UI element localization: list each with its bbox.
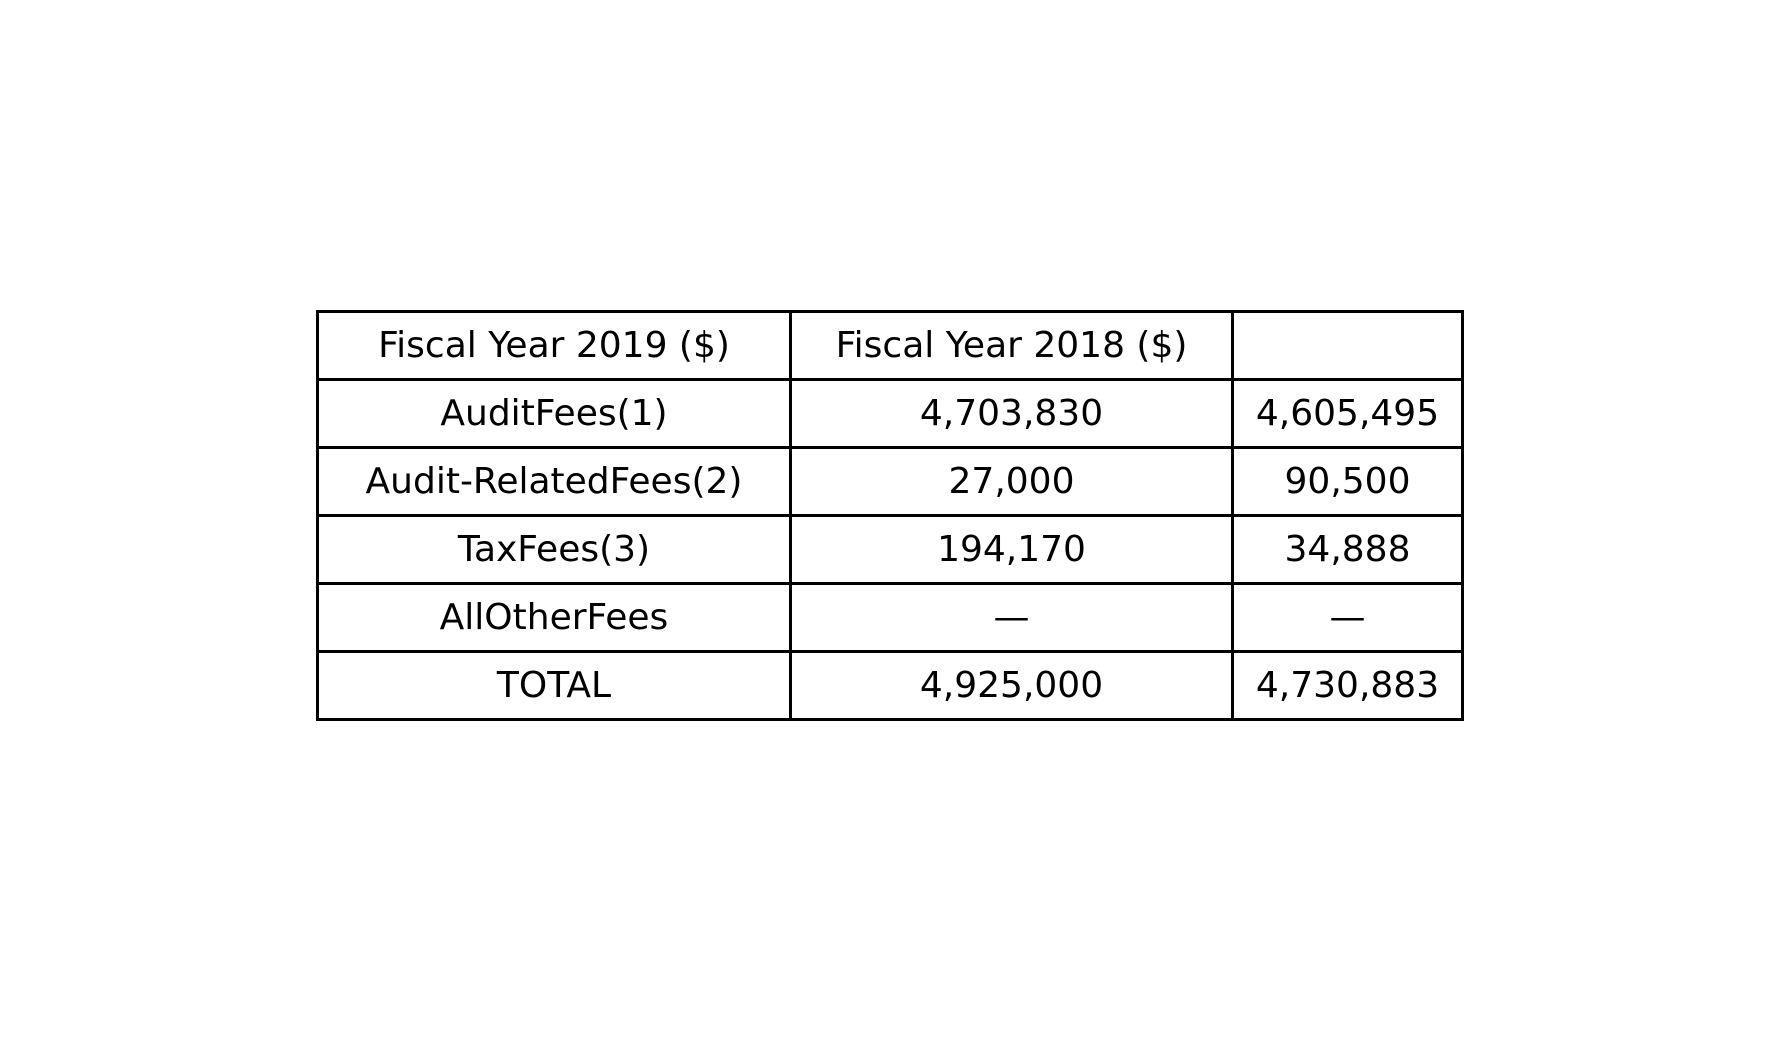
value-cell: 4,925,000	[789, 650, 1234, 721]
total-row: TOTAL 4,925,000 4,730,883	[316, 650, 1464, 721]
value-cell: 90,500	[1231, 446, 1464, 517]
table-row: AuditFees(1) 4,703,830 4,605,495	[316, 378, 1464, 449]
header-cell	[1231, 310, 1464, 381]
row-label-cell: AllOtherFees	[316, 582, 792, 653]
value-cell: 34,888	[1231, 514, 1464, 585]
row-label-cell: Audit-RelatedFees(2)	[316, 446, 792, 517]
value-cell: 27,000	[789, 446, 1234, 517]
table-row: AllOtherFees — —	[316, 582, 1464, 653]
table-row: TaxFees(3) 194,170 34,888	[316, 514, 1464, 585]
header-cell: Fiscal Year 2018 ($)	[789, 310, 1234, 381]
value-cell: 194,170	[789, 514, 1234, 585]
value-cell: —	[1231, 582, 1464, 653]
row-label-cell: AuditFees(1)	[316, 378, 792, 449]
header-cell: Fiscal Year 2019 ($)	[316, 310, 792, 381]
fee-table: Fiscal Year 2019 ($) Fiscal Year 2018 ($…	[316, 310, 1464, 721]
value-cell: 4,703,830	[789, 378, 1234, 449]
table-row: Audit-RelatedFees(2) 27,000 90,500	[316, 446, 1464, 517]
value-cell: 4,605,495	[1231, 378, 1464, 449]
row-label-cell: TOTAL	[316, 650, 792, 721]
value-cell: 4,730,883	[1231, 650, 1464, 721]
value-cell: —	[789, 582, 1234, 653]
row-label-cell: TaxFees(3)	[316, 514, 792, 585]
header-row: Fiscal Year 2019 ($) Fiscal Year 2018 ($…	[316, 310, 1464, 381]
